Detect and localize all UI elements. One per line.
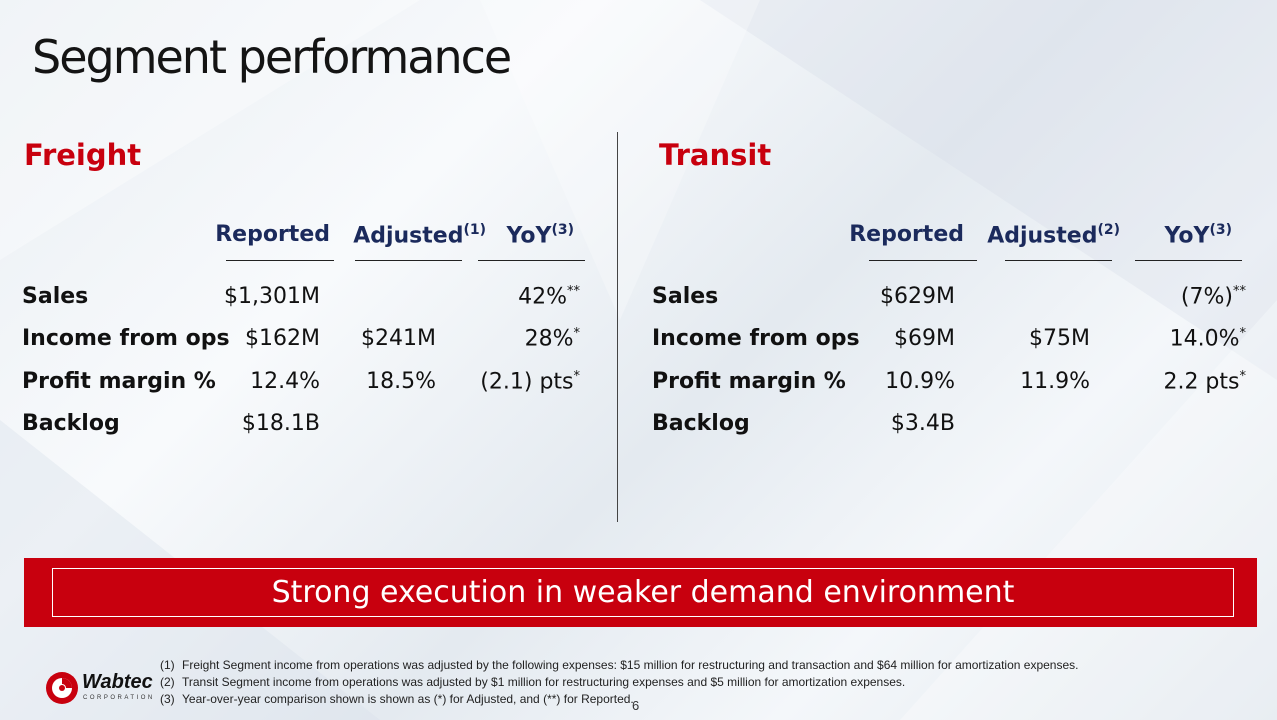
page-number: 6 <box>632 698 640 713</box>
company-logo: Wabtec CORPORATION <box>44 668 154 708</box>
yoy-value: 42% <box>518 284 567 310</box>
yoy-value: 2.2 pts <box>1163 369 1240 395</box>
transit-backlog-reported: $3.4B <box>890 411 955 436</box>
freight-income-yoy: 28%* <box>470 326 580 351</box>
transit-heading: Transit <box>659 138 772 172</box>
footnote-number: (3) <box>160 692 175 706</box>
freight-backlog-reported: $18.1B <box>241 411 320 436</box>
header-label: YoY <box>506 223 552 249</box>
header-label: Adjusted <box>987 223 1098 249</box>
header-label: Reported <box>215 222 330 247</box>
transit-income-yoy: 14.0%* <box>1120 326 1246 351</box>
header-underline <box>1005 260 1112 261</box>
footnote-number: (2) <box>160 675 175 689</box>
yoy-marker: * <box>1239 369 1247 384</box>
header-underline <box>355 260 462 261</box>
freight-sales-reported: $1,301M <box>224 284 320 309</box>
freight-header-adjusted: Adjusted(1) <box>346 222 486 248</box>
freight-heading: Freight <box>24 138 142 172</box>
footnote-number: (1) <box>160 658 175 672</box>
footnote: (2) Transit Segment income from operation… <box>160 674 1078 691</box>
page-title: Segment performance <box>32 30 512 84</box>
footnote-text: Freight Segment income from operations w… <box>182 658 1079 672</box>
footnote-ref: (1) <box>463 222 486 238</box>
transit-header-reported: Reported <box>848 222 964 247</box>
freight-row-label: Backlog <box>22 411 120 436</box>
freight-margin-adjusted: 18.5% <box>366 369 436 394</box>
yoy-marker: * <box>573 326 581 341</box>
header-label: Adjusted <box>353 223 464 249</box>
yoy-value: 14.0% <box>1169 326 1240 352</box>
footnote: (1) Freight Segment income from operation… <box>160 657 1078 674</box>
header-underline <box>478 260 585 261</box>
banner-frame: Strong execution in weaker demand enviro… <box>52 568 1234 617</box>
transit-income-reported: $69M <box>894 326 955 351</box>
freight-income-adjusted: $241M <box>361 326 436 351</box>
freight-margin-yoy: (2.1) pts* <box>450 369 580 394</box>
header-label: YoY <box>1164 223 1210 249</box>
freight-income-reported: $162M <box>245 326 320 351</box>
freight-header-reported: Reported <box>214 222 330 247</box>
freight-row-label: Sales <box>22 284 89 309</box>
transit-margin-reported: 10.9% <box>885 369 955 394</box>
transit-header-adjusted: Adjusted(2) <box>980 222 1120 248</box>
header-underline <box>1135 260 1242 261</box>
transit-sales-reported: $629M <box>880 284 955 309</box>
transit-margin-yoy: 2.2 pts* <box>1120 369 1246 394</box>
yoy-marker: ** <box>1233 284 1246 299</box>
yoy-value: 28% <box>524 326 574 352</box>
logo-wordmark: Wabtec <box>82 671 153 693</box>
header-underline <box>869 260 977 261</box>
footnote-text: Year-over-year comparison shown is shown… <box>182 692 634 706</box>
freight-sales-yoy: 42%** <box>470 284 580 309</box>
footnote: (3) Year-over-year comparison shown is sh… <box>160 691 1078 708</box>
transit-margin-adjusted: 11.9% <box>1020 369 1090 394</box>
wabtec-emblem-icon <box>46 672 78 704</box>
footnote-ref: (2) <box>1097 222 1120 238</box>
yoy-value: (7%) <box>1180 284 1233 310</box>
yoy-value: (2.1) pts <box>480 369 574 395</box>
footnote-ref: (3) <box>551 222 574 238</box>
transit-sales-yoy: (7%)** <box>1120 284 1246 309</box>
transit-row-label: Backlog <box>652 411 750 436</box>
segment-divider <box>617 132 618 522</box>
transit-income-adjusted: $75M <box>1029 326 1090 351</box>
freight-row-label: Profit margin % <box>22 369 216 394</box>
freight-margin-reported: 12.4% <box>250 369 320 394</box>
footnotes: (1) Freight Segment income from operation… <box>160 657 1078 708</box>
transit-row-label: Income from ops <box>652 326 860 351</box>
yoy-marker: * <box>573 369 581 384</box>
header-underline <box>226 260 334 261</box>
header-label: Reported <box>849 222 964 247</box>
freight-header-yoy: YoY(3) <box>490 222 574 248</box>
footnote-ref: (3) <box>1209 222 1232 238</box>
transit-header-yoy: YoY(3) <box>1148 222 1232 248</box>
yoy-marker: * <box>1239 326 1247 341</box>
banner-text: Strong execution in weaker demand enviro… <box>271 575 1015 610</box>
transit-row-label: Sales <box>652 284 719 309</box>
footnote-text: Transit Segment income from operations w… <box>182 675 906 689</box>
transit-row-label: Profit margin % <box>652 369 846 394</box>
logo-subtitle: CORPORATION <box>83 695 155 701</box>
key-message-banner: Strong execution in weaker demand enviro… <box>24 558 1257 627</box>
freight-row-label: Income from ops <box>22 326 230 351</box>
yoy-marker: ** <box>567 284 580 299</box>
